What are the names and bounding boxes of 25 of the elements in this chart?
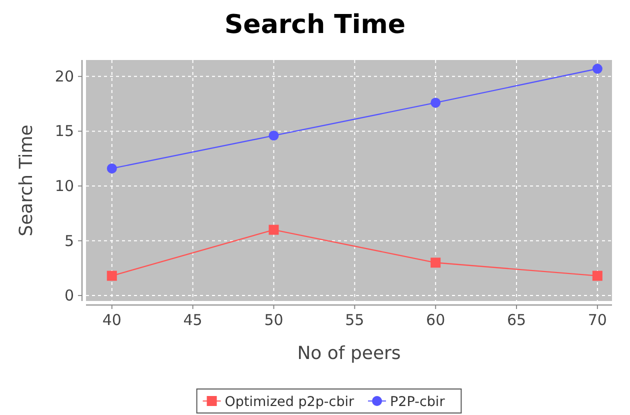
x-tick-label: 65 — [506, 311, 526, 329]
point — [268, 130, 279, 141]
chart-title: Search Time — [224, 10, 406, 40]
point — [106, 270, 117, 281]
y-tick-label: 0 — [64, 286, 74, 305]
point — [430, 98, 441, 108]
x-tick-label: 40 — [102, 311, 122, 329]
y-axis-title: Search Time — [16, 124, 37, 236]
legend-label: P2P-cbir — [390, 394, 446, 410]
x-tick-label: 45 — [183, 311, 202, 329]
point — [268, 224, 279, 235]
x-tick-label: 60 — [426, 311, 446, 329]
point — [430, 258, 441, 268]
point — [592, 64, 602, 74]
point — [592, 270, 602, 281]
x-axis-title: No of peers — [297, 343, 401, 364]
x-tick-label: 50 — [264, 311, 284, 329]
legend-label: Optimized p2p-cbir — [224, 394, 355, 410]
y-tick-label: 20 — [54, 67, 74, 86]
point — [106, 163, 117, 174]
x-tick-label: 70 — [588, 311, 607, 329]
y-tick-label: 5 — [64, 232, 74, 250]
x-tick-label: 55 — [345, 311, 364, 329]
y-tick-label: 15 — [54, 122, 74, 140]
y-tick-label: 10 — [54, 176, 74, 195]
